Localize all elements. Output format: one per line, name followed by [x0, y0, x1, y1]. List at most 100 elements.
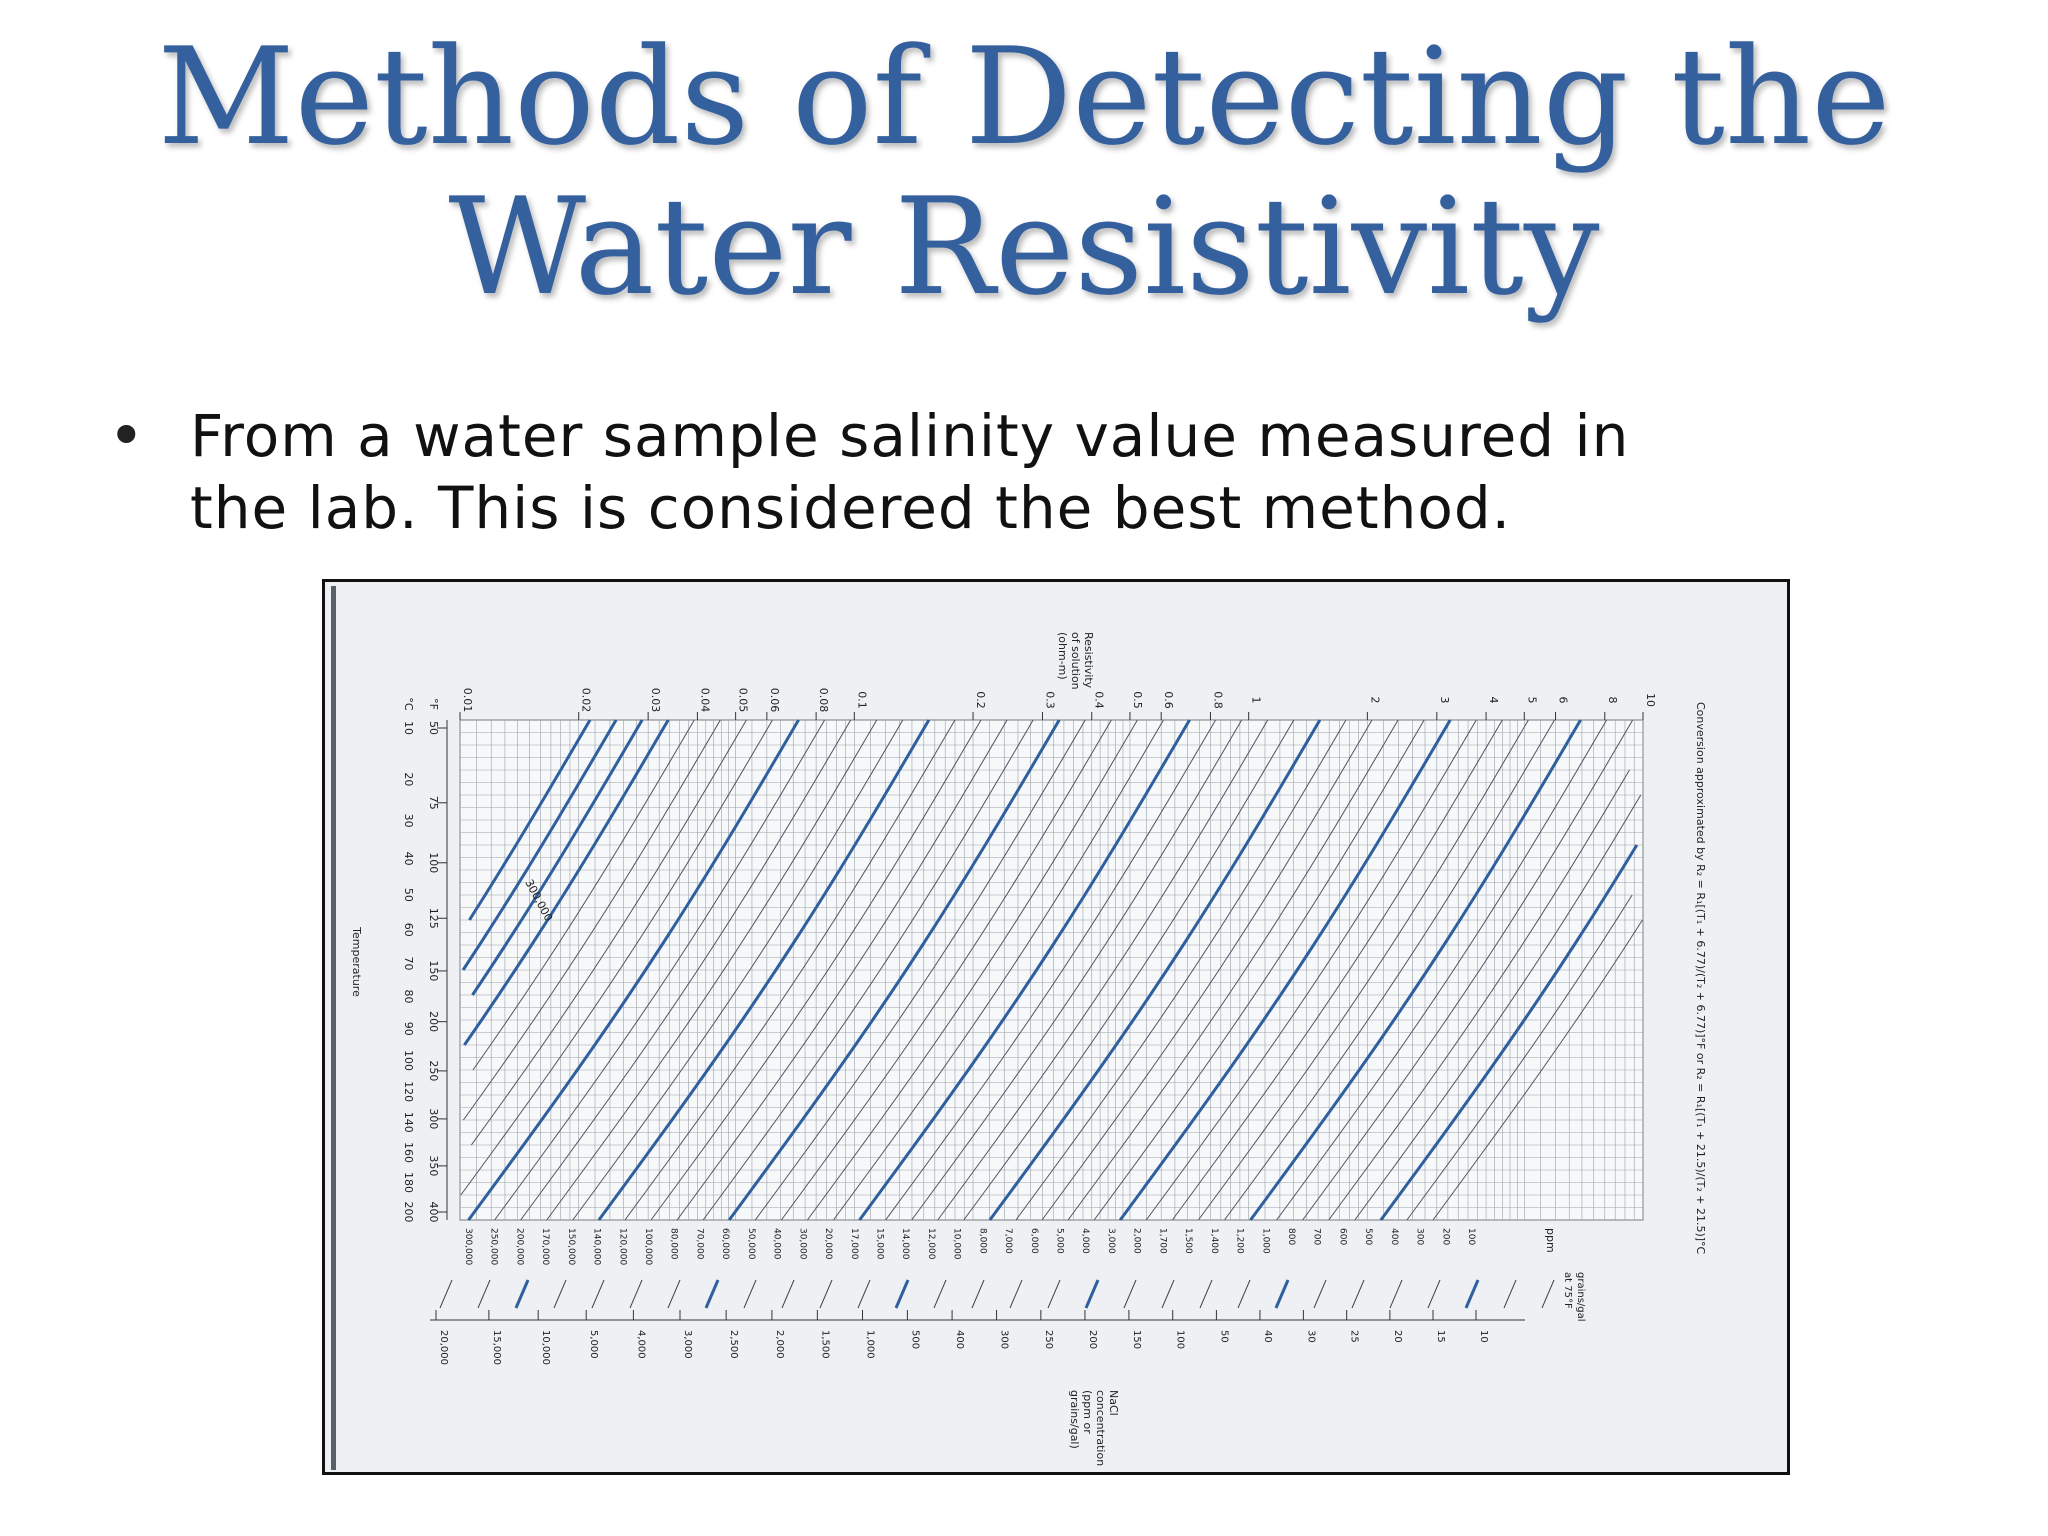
temp-c-tick-label: 180	[402, 1172, 415, 1193]
resistivity-tick-label: 6	[1557, 697, 1570, 704]
grains-tick-label: 2,000	[774, 1330, 785, 1359]
scale-connector	[1274, 1279, 1290, 1309]
temp-c-tick-label: 50	[402, 888, 415, 902]
temp-f-tick-label: 350	[427, 1155, 440, 1176]
bullet-line-2: the lab. This is considered the best met…	[190, 474, 1512, 542]
scale-connector	[629, 1279, 643, 1309]
scale-connector	[1351, 1279, 1365, 1309]
ppm-tick-label: 50,000	[746, 1228, 756, 1260]
ppm-tick-label: 7,000	[1003, 1228, 1013, 1254]
ppm-tick-label: 20,000	[823, 1228, 833, 1260]
temp-c-tick-label: 160	[402, 1142, 415, 1163]
grains-tick-label: 30	[1305, 1330, 1316, 1343]
salinity-curve-major	[471, 719, 644, 996]
salinity-curve-major	[1118, 719, 1452, 1221]
resistivity-tick-label: 0.5	[1131, 691, 1144, 709]
scale-connector	[1009, 1279, 1023, 1309]
temp-c-tick-label: 80	[402, 990, 415, 1004]
grains-tick-label: 5,000	[588, 1330, 599, 1359]
salinity-curve-minor	[1276, 719, 1608, 1221]
salinity-curve-minor	[1197, 719, 1529, 1221]
scale-connector	[1427, 1279, 1441, 1309]
temp-c-tick-label: 200	[402, 1202, 415, 1223]
salinity-curve-minor	[1224, 719, 1555, 1221]
salinity-curve-minor	[833, 719, 1164, 1221]
temp-c-tick-label: 140	[402, 1112, 415, 1133]
scale-connector	[1237, 1279, 1251, 1309]
salinity-curve-minor	[624, 719, 956, 1221]
scale-connector	[1541, 1279, 1555, 1309]
ppm-tick-label: 600	[1337, 1228, 1347, 1245]
salinity-curve-minor	[1145, 719, 1477, 1221]
grains-axis-label: grains/gal	[1575, 1272, 1586, 1322]
scale-connector	[1313, 1279, 1327, 1309]
chart-left-rule	[331, 586, 336, 1470]
temp-c-tick-label: 40	[402, 852, 415, 866]
scale-connector	[439, 1279, 453, 1309]
ppm-tick-label: 40,000	[772, 1228, 782, 1260]
temp-c-tick-label: 90	[402, 1022, 415, 1036]
salinity-curve-minor	[806, 719, 1138, 1221]
salinity-curve-minor	[1432, 919, 1643, 1221]
salinity-curve-minor	[462, 719, 721, 1121]
ppm-tick-label: 300,000	[463, 1228, 473, 1265]
temp-f-unit: °F	[427, 698, 440, 710]
resistivity-tick-label: 10	[1644, 693, 1657, 707]
salinity-curve-minor	[754, 719, 1086, 1221]
resistivity-chart: 0.01 0.02 0.03 0.04 0.05 0.06 0.08 0.1 0.2 0.3 0.4…	[350, 632, 1707, 1466]
scale-connector	[667, 1279, 681, 1309]
resistivity-tick-label: 0.05	[737, 688, 750, 713]
grains-axis-label: at 75°F	[1562, 1272, 1573, 1309]
ppm-tick-label: 14,000	[900, 1228, 910, 1260]
conversion-note: Conversion approximated by R₂ = R₁[(T₁ +…	[1694, 702, 1707, 1255]
salinity-curve-major	[597, 719, 931, 1221]
salinity-curve-minor	[1041, 719, 1373, 1221]
ppm-tick-label: 200	[1440, 1228, 1450, 1245]
bullet-dot-icon: •	[108, 399, 145, 472]
resistivity-tick-label: 1	[1250, 697, 1263, 704]
salinity-curve-major	[988, 719, 1322, 1221]
temp-c-tick-label: 30	[402, 814, 415, 828]
ppm-tick-label: 10,000	[952, 1228, 962, 1260]
grains-tick-label: 400	[954, 1330, 965, 1349]
ppm-tick-label: 1,000	[1260, 1228, 1270, 1254]
ppm-tick-label: 140,000	[592, 1228, 602, 1265]
grains-tick-label: 150	[1131, 1330, 1142, 1349]
resistivity-tick-label: 0.4	[1093, 691, 1106, 709]
salinity-curve-major	[727, 719, 1061, 1221]
temp-f-tick-label: 200	[427, 1011, 440, 1032]
grains-tick-label: 15	[1435, 1330, 1446, 1343]
scale-connector	[591, 1279, 605, 1309]
grains-tick-label: 100	[1175, 1330, 1186, 1349]
grains-tick-label: 500	[909, 1330, 920, 1349]
scale-connector	[1123, 1279, 1137, 1309]
scale-connector	[1389, 1279, 1403, 1309]
slide-title: Methods of Detecting the Water Resistivi…	[0, 22, 2048, 322]
grains-tick-label: 15,000	[491, 1330, 502, 1365]
salinity-curve-minor	[1067, 719, 1399, 1221]
salinity-curve-minor	[472, 719, 695, 1071]
scale-connector	[1503, 1279, 1517, 1309]
salinity-curve-minor	[460, 719, 773, 1196]
grains-tick-label: 50	[1218, 1330, 1229, 1343]
ppm-tick-label: 170,000	[540, 1228, 550, 1265]
salinity-curve-minor	[520, 719, 852, 1221]
temp-f-tick-label: 400	[427, 1202, 440, 1223]
resistivity-tick-label: 5	[1525, 697, 1538, 704]
scale-connector	[1199, 1279, 1213, 1309]
resistivity-tick-label: 0.08	[817, 688, 830, 713]
ppm-tick-label: 5,000	[1055, 1228, 1065, 1254]
grains-tick-label: 3,000	[682, 1330, 693, 1359]
grains-tick-label: 200	[1087, 1330, 1098, 1349]
grains-tick-label: 1,500	[819, 1330, 830, 1359]
ppm-tick-label: 15,000	[874, 1228, 884, 1260]
grains-tick-label: 20	[1392, 1330, 1403, 1343]
temp-f-tick-label: 100	[427, 852, 440, 873]
ppm-tick-label: 60,000	[720, 1228, 730, 1260]
ppm-tick-label: 8,000	[977, 1228, 987, 1254]
scale-connector	[553, 1279, 567, 1309]
salinity-curve-major	[1379, 844, 1639, 1221]
scale-connector	[1047, 1279, 1061, 1309]
grains-tick-label: 40	[1262, 1330, 1273, 1343]
salinity-curve-major	[1249, 719, 1582, 1221]
